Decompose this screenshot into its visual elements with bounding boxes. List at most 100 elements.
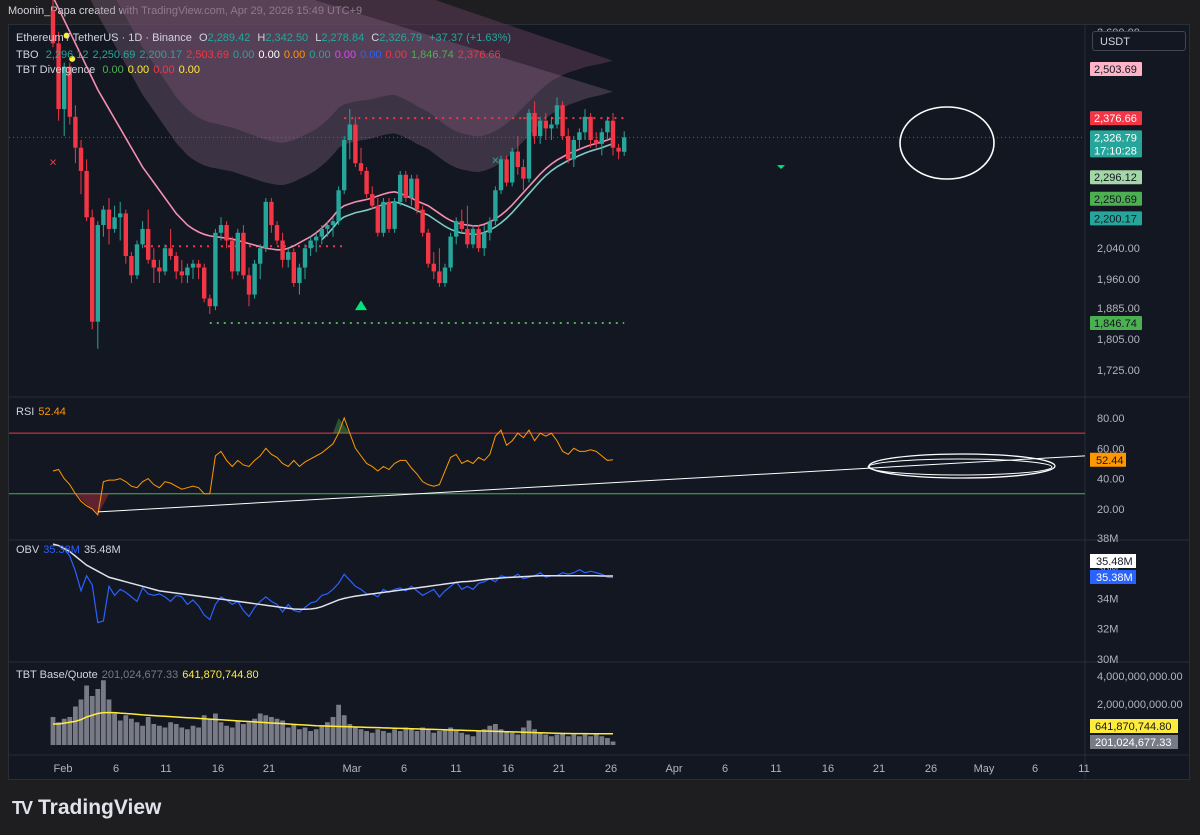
volume-bar xyxy=(213,713,218,745)
tradingview-logo-icon: TV xyxy=(12,797,33,818)
candle-body xyxy=(246,275,252,295)
price-label-text: 2,200.17 xyxy=(1094,213,1137,225)
obv-tick-label: 32M xyxy=(1097,624,1118,636)
price-label-tag xyxy=(1090,315,1142,330)
tbt-value: 201,024,677.33 xyxy=(101,669,179,681)
volume-bar xyxy=(364,731,369,745)
divergence-value: 0.00 xyxy=(153,64,175,76)
tbt-legend[interactable]: TBT Base/Quote 201,024,677.33 641,870,744.… xyxy=(16,669,263,681)
volume-bar xyxy=(263,715,269,745)
candle-body xyxy=(487,221,492,233)
candle-body xyxy=(263,201,268,249)
volume-bar xyxy=(409,729,414,745)
candle-body xyxy=(190,263,196,268)
volume-bar xyxy=(73,706,78,745)
tbo-value: 0.00 xyxy=(233,49,255,61)
candle-body xyxy=(314,236,319,241)
candle-body xyxy=(185,267,190,276)
volume-bar xyxy=(459,732,465,745)
volume-bar xyxy=(431,732,437,745)
volume-bar xyxy=(493,724,498,745)
candle-body xyxy=(252,263,257,295)
price-label-text: 2,376.66 xyxy=(1094,113,1137,125)
volume-bar xyxy=(481,729,487,745)
rsi-tick-label: 60.00 xyxy=(1097,443,1125,455)
candle-body xyxy=(134,244,140,276)
rsi-name: RSI xyxy=(16,406,35,418)
volume-bar xyxy=(162,727,168,745)
obv-legend[interactable]: OBV 35.38M 35.48M xyxy=(16,544,125,556)
volume-bar xyxy=(605,738,610,745)
volume-bar xyxy=(201,715,207,745)
candle-body xyxy=(610,120,616,148)
volume-bar xyxy=(134,722,140,745)
candle-body xyxy=(258,248,263,264)
candle-body xyxy=(168,248,173,256)
volume-bar xyxy=(291,724,297,745)
price-label-text: 1,846.74 xyxy=(1094,318,1137,330)
candle-body xyxy=(286,252,291,260)
candle-body xyxy=(336,190,341,222)
candle-body xyxy=(426,232,431,264)
candle-body xyxy=(218,225,224,233)
rsi-trend-line xyxy=(97,455,1086,513)
volume-bar xyxy=(196,727,201,745)
volume-bar xyxy=(140,725,145,745)
time-tick-label: 11 xyxy=(770,763,781,775)
volume-bar xyxy=(593,734,599,745)
volume-value-tag xyxy=(1090,735,1178,749)
annotation-circle xyxy=(899,106,995,180)
volume-bar xyxy=(325,722,330,745)
volume-bar xyxy=(235,720,241,745)
tradingview-brand: TV TradingView xyxy=(12,796,161,820)
obv-tick-label: 34M xyxy=(1097,593,1118,605)
candle-body xyxy=(526,112,532,179)
candle-body xyxy=(364,170,369,195)
sell-cross-icon: × xyxy=(49,154,57,169)
close-value: 2,326.79 xyxy=(379,32,423,44)
candle-body xyxy=(56,43,61,110)
volume-bar xyxy=(67,717,73,745)
tbo-value: 0.00 xyxy=(309,49,331,61)
price-label-tag xyxy=(1090,211,1142,226)
candle-body xyxy=(470,228,476,245)
candle-body xyxy=(386,201,392,229)
volume-bar xyxy=(470,736,476,745)
tbo-legend[interactable]: TBO 2,296.12 2,250.69 2,200.17 2,503.69 0.00… xyxy=(16,49,505,61)
time-tick-label: 21 xyxy=(873,763,885,775)
obv-tick-label: 38M xyxy=(1097,533,1118,545)
symbol-legend[interactable]: Ethereum / TetherUS · 1D · Binance O2,28… xyxy=(16,32,515,44)
candle-body xyxy=(375,205,380,233)
volume-bar xyxy=(498,729,504,745)
obv-ma-line xyxy=(52,543,613,611)
candle-body xyxy=(241,232,246,276)
obv-value-tag-text: 35.38M xyxy=(1096,572,1133,584)
signal-dot-icon xyxy=(69,55,76,62)
volume-bar xyxy=(341,715,347,745)
volume-tick-label: 4,000,000,000.00 xyxy=(1097,671,1183,683)
candle-body xyxy=(566,136,571,160)
candle-body xyxy=(622,137,627,152)
volume-bar xyxy=(453,731,459,745)
volume-bar xyxy=(89,696,95,745)
volume-bar xyxy=(521,727,526,745)
currency-button[interactable]: USDT xyxy=(1092,31,1186,51)
candle-body xyxy=(213,232,218,307)
high-value: 2,342.50 xyxy=(265,32,309,44)
price-label-tag xyxy=(1090,61,1142,76)
rsi-legend[interactable]: RSI 52.44 xyxy=(16,406,70,418)
divergence-legend[interactable]: TBT Divergence 0.00 0.00 0.00 0.00 xyxy=(16,64,204,76)
volume-bar xyxy=(537,732,543,745)
divergence-value: 0.00 xyxy=(178,64,201,76)
rsi-tick-label: 40.00 xyxy=(1097,474,1125,486)
tbo-value: 2,250.69 xyxy=(92,49,136,61)
candle-body xyxy=(353,124,358,164)
volume-bar xyxy=(420,727,425,745)
candle-body xyxy=(392,201,397,229)
brand-name: TradingView xyxy=(38,796,162,819)
volume-bar xyxy=(532,729,537,745)
volume-ma-tag xyxy=(1090,719,1178,733)
tbo-value: 2,200.17 xyxy=(139,49,183,61)
time-tick-label: 26 xyxy=(925,763,937,775)
